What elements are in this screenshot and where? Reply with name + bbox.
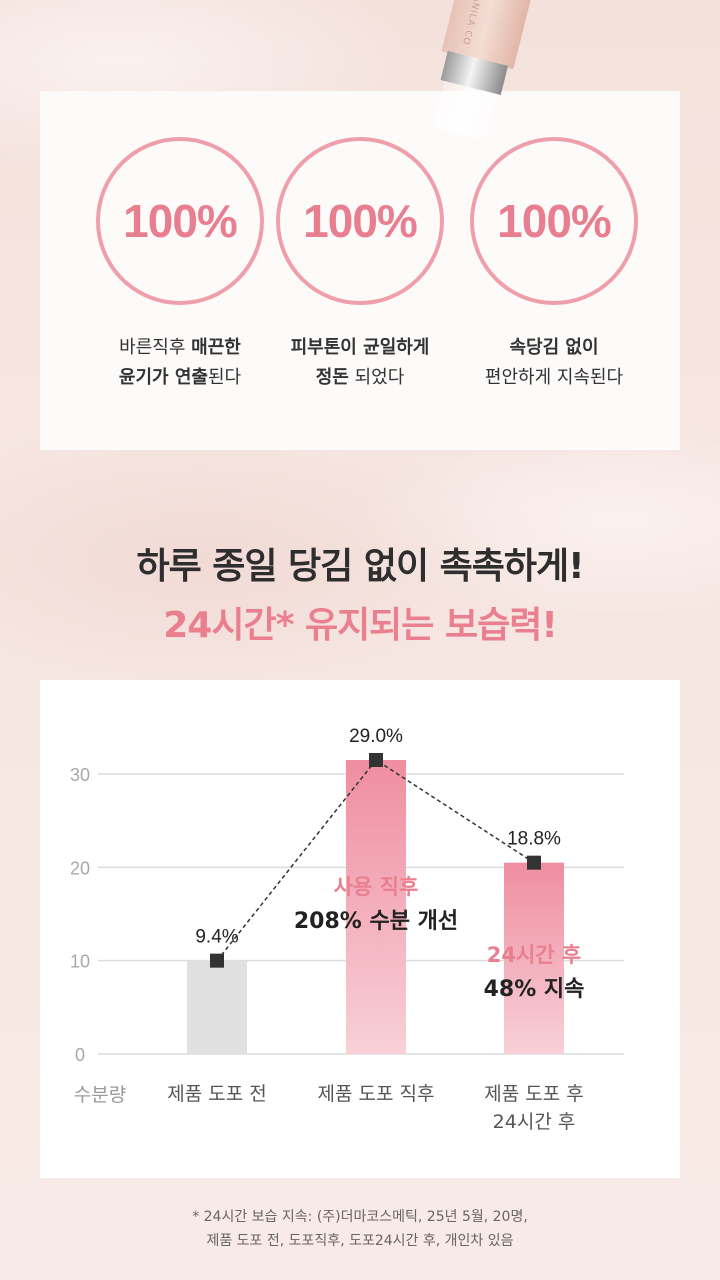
- data-label: 18.8%: [507, 829, 561, 850]
- x-tick-label: 제품 도포 직후: [318, 1083, 435, 1105]
- data-label: 29.0%: [349, 726, 403, 747]
- bar: [504, 862, 564, 1054]
- y-tick-label: 20: [70, 858, 90, 878]
- badge-circle-2: 100%: [276, 137, 444, 305]
- claims-panel: 100% 바른직후 매끈한 윤기가 연출된다 100% 피부톤이 균일하게 정돈…: [40, 91, 680, 450]
- x-tick-label: 24시간 후: [493, 1111, 576, 1133]
- footnote-line1: * 24시간 보습 지속: (주)더마코스메틱, 25년 5월, 20명,: [192, 1209, 528, 1225]
- data-point-marker: [369, 753, 383, 767]
- bar: [346, 760, 406, 1054]
- badge-caption-1: 바른직후 매끈한 윤기가 연출된다: [118, 337, 242, 388]
- annotation-accent: 사용 직후: [334, 875, 419, 899]
- badge-circle-3: 100%: [470, 137, 638, 305]
- headline-line2: 24시간* 유지되는 보습력!: [163, 605, 558, 646]
- data-point-marker: [527, 855, 541, 870]
- headline-line1: 하루 종일 당김 없이 촉촉하게!: [136, 546, 585, 587]
- annotation-text: 48% 지속: [484, 977, 585, 1002]
- chart-panel: 0 10 20 30 수분량 9.4% 29.0% 18.8% 제품 도포 전 제품 도포 직후 제…: [40, 680, 680, 1178]
- bar: [187, 960, 247, 1054]
- badge-caption-2: 피부톤이 균일하게 정돈 되었다: [290, 337, 430, 388]
- y-axis-label: 수분량: [74, 1084, 126, 1106]
- badge-value-2: 100%: [303, 195, 418, 247]
- badge-circle-1: 100%: [96, 137, 264, 305]
- x-tick-label: 제품 도포 후: [484, 1083, 583, 1105]
- footnote-line2: 제품 도포 전, 도포직후, 도포24시간 후, 개인차 있음: [206, 1233, 514, 1249]
- footnote: * 24시간 보습 지속: (주)더마코스메틱, 25년 5월, 20명, 제품…: [0, 1205, 720, 1253]
- annotation-accent: 24시간 후: [487, 943, 582, 967]
- badge-caption-3: 속당김 없이 편안하게 지속된다: [484, 337, 624, 388]
- x-tick-label: 제품 도포 전: [167, 1083, 266, 1105]
- trend-line: [216, 758, 535, 962]
- data-label: 9.4%: [195, 927, 238, 948]
- y-tick-label: 30: [70, 765, 90, 785]
- data-point-marker: [210, 953, 224, 968]
- annotation-text: 208% 수분 개선: [294, 909, 458, 934]
- y-tick-label: 0: [75, 1045, 85, 1065]
- badge-value-3: 100%: [497, 195, 612, 247]
- moisture-chart: 0 10 20 30 수분량 9.4% 29.0% 18.8% 제품 도포 전 제품 도포 직후 제…: [70, 726, 624, 1133]
- badge-value-1: 100%: [123, 195, 238, 247]
- y-tick-label: 10: [70, 952, 90, 972]
